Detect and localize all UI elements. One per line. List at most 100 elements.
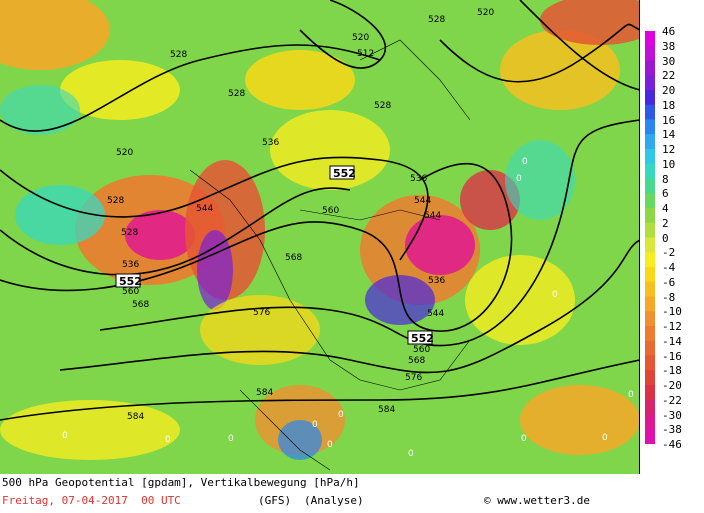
contour-label: 536: [410, 174, 427, 184]
color-scale-label: 22: [662, 69, 676, 83]
color-scale-swatch: [645, 237, 655, 253]
zero-label: 0: [327, 440, 333, 450]
color-scale-swatch: [645, 149, 655, 165]
color-scale-swatch: [645, 119, 655, 135]
color-scale: 46 38 30 22 20 18 16 14 12 10 8 6 4 2 0 -2 -4 -6 -8 -10 -12-…: [640, 0, 704, 474]
contour-label: 576: [405, 373, 422, 383]
zero-label: 0: [165, 435, 171, 445]
color-scale-label: -10: [662, 305, 682, 319]
color-scale-label: 0: [662, 231, 669, 245]
contour-label: 584: [256, 388, 273, 398]
color-scale-swatch: [645, 326, 655, 342]
zero-label: 0: [522, 157, 528, 167]
color-scale-label: -22: [662, 393, 682, 407]
contour-label: 536: [122, 260, 139, 270]
color-scale-label: 46: [662, 25, 676, 38]
color-scale-swatch: [645, 385, 655, 401]
color-scale-swatch: [645, 178, 655, 194]
color-scale-label: 12: [662, 143, 676, 156]
color-scale-label: 16: [662, 113, 676, 127]
geopotential-contours: [0, 0, 639, 421]
color-scale-swatch: [645, 340, 655, 356]
contour-label: 552: [407, 330, 434, 345]
contour-label: 568: [285, 253, 302, 263]
color-scale-swatch: [645, 281, 655, 297]
contour-labels: 552 552 552 528 528 528 528 528 528 520 …: [107, 8, 494, 422]
color-scale-swatch: [645, 296, 655, 312]
coastlines: [189, 39, 471, 471]
contour-label: 584: [378, 405, 395, 415]
caption-title: 500 hPa Geopotential [gpdam], Vertikalbe…: [2, 476, 360, 489]
zero-label: 0: [338, 410, 344, 420]
contour-label: 544: [196, 204, 213, 214]
contour-label: 512: [357, 49, 374, 59]
map-canvas: 552 552 552 528 528 528 528 528 528 520 …: [0, 0, 639, 474]
contour-label: 560: [413, 345, 430, 355]
color-scale-label: -30: [662, 408, 682, 422]
contour-label: 544: [427, 309, 444, 319]
color-scale-swatch: [645, 267, 655, 283]
color-scale-swatch: [645, 134, 655, 150]
color-scale-label: 38: [662, 39, 676, 53]
caption-credit: © www.wetter3.de: [484, 494, 590, 507]
color-scale-swatch: [645, 399, 655, 415]
color-scale-label: -16: [662, 349, 682, 363]
contour-label: 576: [253, 308, 270, 318]
color-scale-label: -14: [662, 334, 682, 348]
color-scale-label: 30: [662, 54, 676, 68]
color-scale-swatch: [645, 193, 655, 209]
color-scale-swatch: [645, 370, 655, 386]
color-scale-swatch: [645, 60, 655, 76]
zero-label: 0: [516, 174, 522, 184]
contour-label: 520: [477, 8, 494, 18]
contour-label: 536: [262, 138, 279, 148]
color-scale-swatch: [645, 311, 655, 327]
color-scale-label: -46: [662, 438, 682, 451]
zero-label: 0: [552, 290, 558, 300]
color-scale-label: 10: [662, 157, 676, 171]
contour-label: 568: [408, 356, 425, 366]
color-scale-label: -38: [662, 423, 682, 437]
contour-label: 560: [322, 206, 339, 216]
color-scale-label: -8: [662, 290, 676, 304]
color-scale-swatch: [645, 45, 655, 61]
contour-label: 528: [107, 196, 124, 206]
contour-label: 536: [428, 276, 445, 286]
vertical-motion-field: [0, 0, 639, 460]
color-scale-swatch: [645, 90, 655, 106]
color-scale-label: -4: [662, 261, 676, 274]
zero-labels: 0 0 0 0 0 0 0 0 0 0 0 0 0: [62, 157, 634, 459]
color-scale-swatch: [645, 31, 655, 47]
contour-label: 552: [115, 273, 142, 288]
zero-label: 0: [312, 420, 318, 430]
color-scale-swatch: [645, 208, 655, 224]
color-scale-swatch: [645, 414, 655, 430]
contour-label: 528: [428, 15, 445, 25]
color-scale-swatch: [645, 163, 655, 179]
color-scale-label: 8: [662, 172, 669, 186]
caption-model: (GFS): [258, 494, 292, 507]
color-scale-label: 4: [662, 202, 669, 215]
contour-label: 528: [170, 50, 187, 60]
color-scale-label: -18: [662, 364, 682, 378]
zero-label: 0: [628, 390, 634, 400]
color-scale-bar: [645, 31, 655, 444]
color-scale-label: 6: [662, 187, 669, 201]
caption-date: Freitag, 07-04-2017 00 UTC: [2, 494, 181, 507]
contour-label: 544: [424, 211, 441, 221]
color-scale-swatch: [645, 104, 655, 120]
color-scale-label: -2: [662, 246, 676, 260]
svg-text:552: 552: [333, 167, 356, 180]
contour-label: 560: [122, 287, 139, 297]
svg-text:552: 552: [411, 332, 434, 345]
color-scale-swatch: [645, 222, 655, 238]
color-scale-label: -12: [662, 320, 682, 333]
zero-label: 0: [602, 433, 608, 443]
weather-map: 552 552 552 528 528 528 528 528 528 520 …: [0, 0, 640, 475]
zero-label: 0: [408, 449, 414, 459]
color-scale-swatch: [645, 252, 655, 268]
contour-label: 568: [132, 300, 149, 310]
contour-label: 520: [116, 148, 133, 158]
contour-label: 528: [228, 89, 245, 99]
zero-label: 0: [62, 431, 68, 441]
